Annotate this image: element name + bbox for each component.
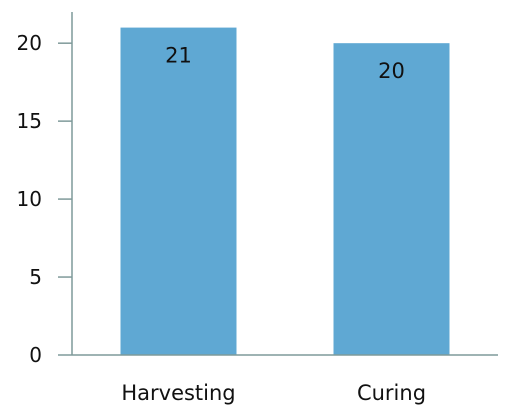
y-tick-label: 10: [17, 187, 42, 211]
bars: [120, 27, 450, 355]
y-tick-label: 15: [17, 109, 42, 133]
y-tick-label: 20: [17, 31, 42, 55]
data-label-curing: 20: [378, 59, 405, 83]
y-tick-label: 5: [29, 265, 42, 289]
bar-curing: [333, 43, 450, 355]
bar-harvesting: [120, 27, 237, 355]
data-label-harvesting: 21: [165, 44, 192, 68]
data-labels: 21 20: [165, 44, 405, 84]
y-tick-label: 0: [29, 343, 42, 367]
x-tick-label-curing: Curing: [357, 381, 426, 405]
x-tick-label-harvesting: Harvesting: [121, 381, 235, 405]
y-axis-ticks: 0 5 10 15 20: [17, 31, 72, 367]
x-axis-labels: Harvesting Curing: [121, 381, 426, 405]
